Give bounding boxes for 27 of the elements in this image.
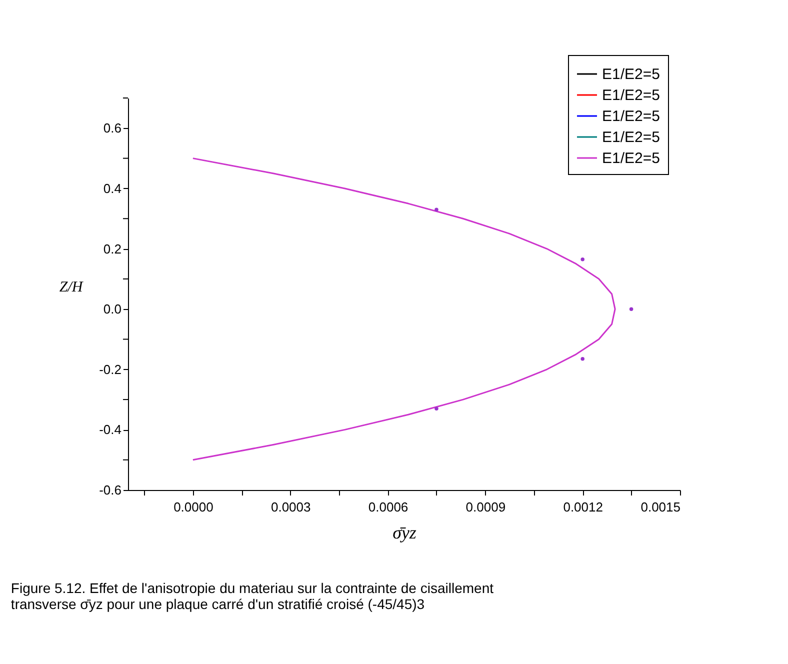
legend-label: E1/E2=5: [602, 108, 660, 125]
legend-label: E1/E2=5: [602, 150, 660, 167]
x-tick-label: 0.0003: [270, 500, 311, 514]
x-tick-label: 0.0015: [640, 500, 680, 514]
legend-label: E1/E2=5: [602, 87, 660, 104]
y-tick-label: 0.2: [103, 241, 122, 256]
legend-label: E1/E2=5: [602, 129, 660, 146]
x-tick-label: 0.0009: [466, 500, 506, 514]
x-tick-label: 0.0000: [174, 500, 214, 514]
y-tick-label: -0.4: [99, 422, 122, 438]
x-tick-label: 0.0012: [563, 500, 603, 514]
point: [434, 208, 438, 212]
y-tick-label: 0.4: [103, 180, 122, 196]
y-tick-label: 0.0: [103, 302, 122, 317]
point: [434, 406, 438, 410]
point: [580, 257, 584, 262]
legend-label: E1/E2=5: [602, 66, 660, 83]
caption: Figure 5.12. Effet de l'anisotropie du materiau sur la contrainte de cisaillement: [10, 580, 494, 596]
y-axis-title: Z/H: [59, 280, 84, 296]
x-tick-label: 0.0006: [368, 500, 408, 514]
y-tick-label: -0.6: [99, 482, 122, 498]
point: [580, 356, 584, 361]
text: transverse σ̄yz pour une plaque carré d'un stratifié croisé (-45/45)3: [10, 596, 425, 612]
y-tick-label: -0.2: [99, 362, 122, 377]
point: [629, 307, 634, 311]
x-axis-title: σ̄yz: [392, 522, 416, 542]
y-tick-label: 0.6: [103, 120, 122, 136]
